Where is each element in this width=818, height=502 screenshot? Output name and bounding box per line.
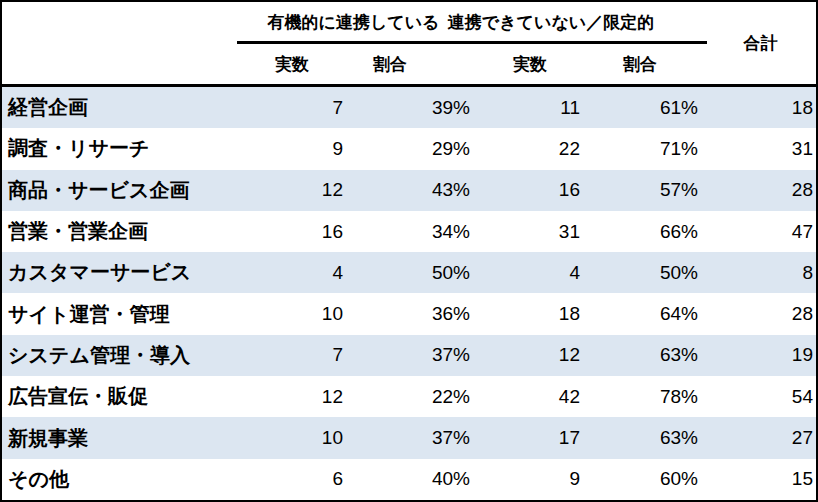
not-linked-count-header: 実数: [480, 48, 580, 82]
not-linked-count-cell: 4: [472, 262, 582, 284]
table-row: システム管理・導入737%1263%19: [2, 335, 816, 376]
linked-percent-cell: 37%: [345, 427, 472, 449]
column-group-not-linked-label: 連携できていない／限定的: [438, 8, 664, 38]
row-label: 商品・サービス企画: [2, 177, 237, 204]
row-label: その他: [2, 466, 237, 493]
not-linked-count-cell: 31: [472, 221, 582, 243]
org-linkage-table: 有機的に連携している 連携できていない／限定的 実数 割合 実数 割合 合計 経…: [0, 0, 818, 502]
not-linked-percent-cell: 60%: [582, 468, 700, 490]
total-column-header: 合計: [705, 2, 816, 84]
row-label: 調査・リサーチ: [2, 135, 237, 162]
linked-count-cell: 4: [237, 262, 345, 284]
table-header: 有機的に連携している 連携できていない／限定的 実数 割合 実数 割合 合計: [2, 2, 816, 87]
not-linked-percent-cell: 66%: [582, 221, 700, 243]
total-cell: 54: [700, 386, 816, 408]
linked-percent-cell: 37%: [345, 344, 472, 366]
linked-count-cell: 7: [237, 97, 345, 119]
linked-percent-cell: 50%: [345, 262, 472, 284]
linked-percent-cell: 29%: [345, 138, 472, 160]
not-linked-count-cell: 12: [472, 344, 582, 366]
row-label: 広告宣伝・販促: [2, 383, 237, 410]
linked-count-cell: 12: [237, 179, 345, 201]
not-linked-percent-cell: 63%: [582, 427, 700, 449]
table-row: 新規事業1037%1763%27: [2, 417, 816, 458]
linked-count-cell: 12: [237, 386, 345, 408]
row-label: 営業・営業企画: [2, 218, 237, 245]
linked-count-cell: 9: [237, 138, 345, 160]
not-linked-percent-cell: 61%: [582, 97, 700, 119]
row-label: 新規事業: [2, 425, 237, 452]
not-linked-count-cell: 18: [472, 303, 582, 325]
linked-percent-cell: 43%: [345, 179, 472, 201]
table-row: その他640%960%15: [2, 459, 816, 500]
table-row: カスタマーサービス450%450%8: [2, 252, 816, 293]
table-row: サイト運営・管理1036%1864%28: [2, 293, 816, 334]
not-linked-count-cell: 16: [472, 179, 582, 201]
table-row: 営業・営業企画1634%3166%47: [2, 211, 816, 252]
total-cell: 18: [700, 97, 816, 119]
column-group-linked-label: 有機的に連携している: [237, 8, 470, 38]
table-row: 商品・サービス企画1243%1657%28: [2, 170, 816, 211]
not-linked-percent-cell: 71%: [582, 138, 700, 160]
not-linked-percent-cell: 57%: [582, 179, 700, 201]
linked-percent-cell: 36%: [345, 303, 472, 325]
linked-count-cell: 16: [237, 221, 345, 243]
table-row: 経営企画739%1161%18: [2, 87, 816, 128]
not-linked-count-cell: 22: [472, 138, 582, 160]
table-row: 広告宣伝・販促1222%4278%54: [2, 376, 816, 417]
total-cell: 28: [700, 303, 816, 325]
linked-count-cell: 7: [237, 344, 345, 366]
linked-count-cell: 6: [237, 468, 345, 490]
total-cell: 27: [700, 427, 816, 449]
linked-percent-cell: 40%: [345, 468, 472, 490]
table-row: 調査・リサーチ929%2271%31: [2, 128, 816, 169]
not-linked-count-cell: 17: [472, 427, 582, 449]
not-linked-percent-cell: 63%: [582, 344, 700, 366]
group-underline-rule: [237, 41, 707, 44]
row-label: カスタマーサービス: [2, 259, 237, 286]
linked-count-cell: 10: [237, 303, 345, 325]
total-cell: 31: [700, 138, 816, 160]
not-linked-percent-cell: 78%: [582, 386, 700, 408]
total-cell: 47: [700, 221, 816, 243]
table-body: 経営企画739%1161%18調査・リサーチ929%2271%31商品・サービス…: [2, 87, 816, 500]
not-linked-count-cell: 42: [472, 386, 582, 408]
not-linked-percent-cell: 50%: [582, 262, 700, 284]
not-linked-percent-header: 割合: [590, 48, 690, 82]
row-label: システム管理・導入: [2, 342, 237, 369]
not-linked-count-cell: 9: [472, 468, 582, 490]
total-cell: 15: [700, 468, 816, 490]
total-cell: 8: [700, 262, 816, 284]
linked-count-header: 実数: [242, 48, 342, 82]
linked-percent-cell: 39%: [345, 97, 472, 119]
not-linked-percent-cell: 64%: [582, 303, 700, 325]
row-label: サイト運営・管理: [2, 301, 237, 328]
total-cell: 28: [700, 179, 816, 201]
not-linked-count-cell: 11: [472, 97, 582, 119]
total-cell: 19: [700, 344, 816, 366]
linked-percent-cell: 34%: [345, 221, 472, 243]
linked-percent-header: 割合: [340, 48, 440, 82]
row-label: 経営企画: [2, 94, 237, 121]
linked-percent-cell: 22%: [345, 386, 472, 408]
linked-count-cell: 10: [237, 427, 345, 449]
